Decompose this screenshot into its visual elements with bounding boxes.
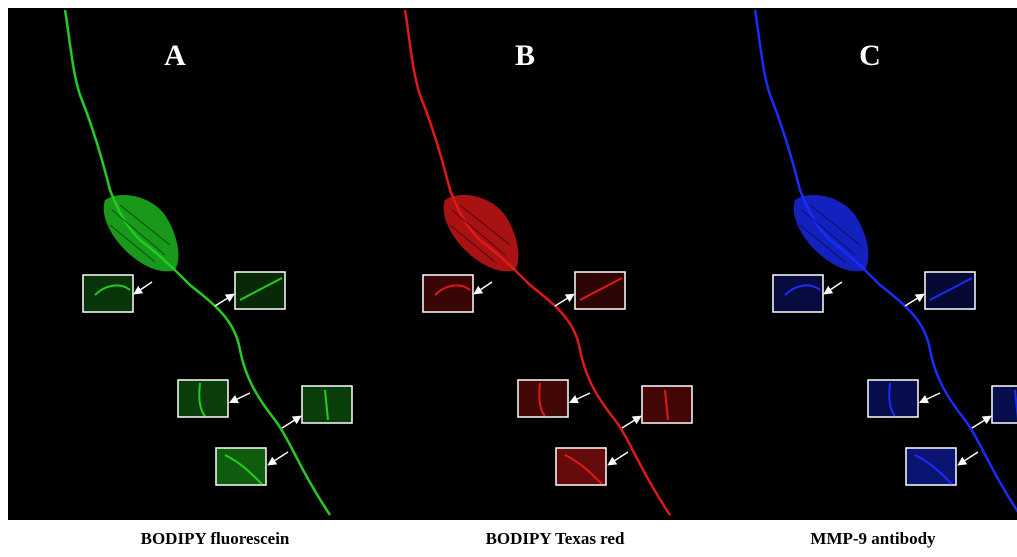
- panel-label: C: [859, 39, 881, 72]
- figure: A B C BODIPY fluorescein BODIPY Texas re…: [0, 0, 1017, 552]
- panel-caption: MMP-9 antibody: [810, 529, 936, 548]
- panel-label: A: [164, 39, 186, 72]
- panel-caption: BODIPY Texas red: [486, 529, 625, 548]
- panel-label: B: [515, 39, 535, 72]
- panel-caption: BODIPY fluorescein: [141, 529, 290, 548]
